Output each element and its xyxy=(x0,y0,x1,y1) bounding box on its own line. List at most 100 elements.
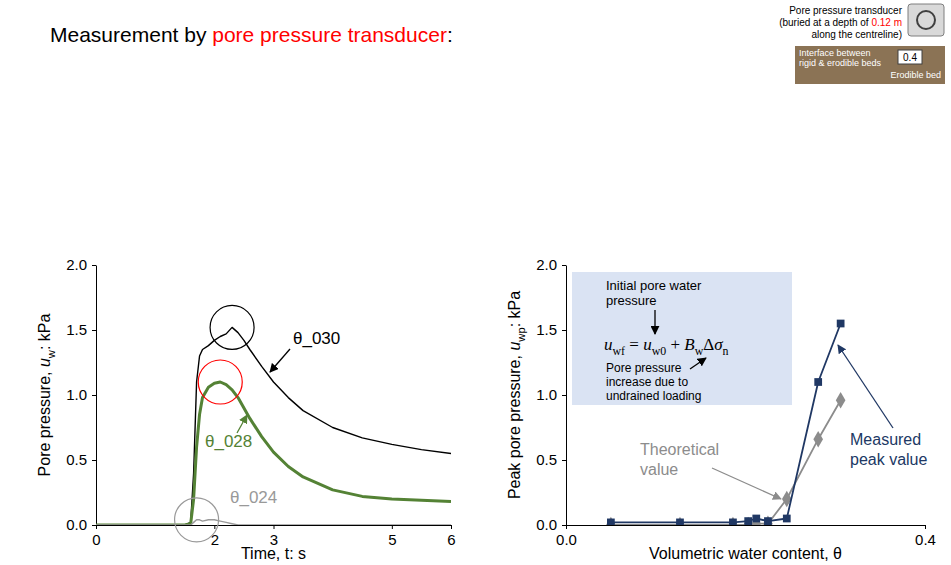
series-marker xyxy=(763,515,773,525)
series-marker xyxy=(675,517,685,525)
text-part: u xyxy=(604,335,613,354)
y-axis: 0.0 0.5 1.0 1.5 2.0 xyxy=(536,256,566,533)
arrow xyxy=(712,468,781,499)
chart-panel: 023560.00.51.01.52.0Time, t: sPore press… xyxy=(36,256,456,562)
arrow xyxy=(654,310,655,334)
tick-label: 0.4 xyxy=(915,531,936,548)
tick-label: 1.0 xyxy=(66,386,87,403)
tick-label: 2 xyxy=(211,531,219,548)
series-marker xyxy=(743,517,753,525)
tick: 2.0 xyxy=(66,256,96,273)
tick-label: 0.0 xyxy=(556,531,577,548)
peak-circle xyxy=(210,305,254,349)
tick: 2.0 xyxy=(536,256,566,273)
heading-part: Measurement by xyxy=(50,23,212,46)
tick-mark xyxy=(562,265,566,266)
formula-box: Initial pore waterpressureuwf = uw0 + Bw… xyxy=(572,272,792,405)
photo-icon xyxy=(908,4,944,36)
tick: 0 xyxy=(92,525,100,548)
photo-icon-sensor xyxy=(917,11,935,29)
text-line: Pore pressure xyxy=(606,361,682,375)
note-part: along the centreline) xyxy=(811,29,902,40)
text-line: pressure xyxy=(606,293,657,308)
chart-panel: 0.0 0.4 0.0 0.5 1.0 1.5 2.0 Volumetric water co… xyxy=(506,256,936,562)
text-part: u xyxy=(506,342,523,351)
series-label: θ_028 xyxy=(205,432,252,451)
heading-part: pore pressure transducer xyxy=(212,23,447,46)
tick-mark xyxy=(562,525,566,526)
series-marker xyxy=(783,515,791,523)
tick: 0.4 xyxy=(915,525,936,548)
note-part: 0.12 m xyxy=(871,17,902,28)
inset-label: 0.4 xyxy=(903,52,917,63)
peak-circle xyxy=(198,360,242,404)
annotations: Initial pore waterpressureuwf = uw0 + Bw… xyxy=(572,272,927,499)
text-part: : kPa xyxy=(506,291,523,328)
series-line xyxy=(96,327,451,525)
text-part: u xyxy=(643,335,652,354)
series-marker xyxy=(836,392,846,409)
text-part: = xyxy=(625,335,643,354)
series-label: Measuredpeak value xyxy=(850,431,927,468)
plot-area xyxy=(606,320,845,525)
text-line: undrained loading xyxy=(606,389,701,403)
text-line: Interface between xyxy=(799,48,871,58)
tick: 1.0 xyxy=(66,386,96,403)
text-line: rigid & erodible beds xyxy=(799,58,882,68)
inset-box xyxy=(898,50,922,64)
formula-box-bg xyxy=(572,272,792,405)
axis-line xyxy=(567,525,926,526)
chart-root: Measurement by pore pressure transducer:… xyxy=(0,0,951,565)
series-marker xyxy=(744,517,752,525)
tick-label: 1.5 xyxy=(536,321,557,338)
text-part: Peak pore pressure, xyxy=(506,351,523,500)
tick-label: 0.0 xyxy=(536,516,557,533)
text-line: increase due to xyxy=(606,375,688,389)
tick-mark xyxy=(92,330,96,331)
text-line: value xyxy=(640,461,678,478)
tick-label: 2.0 xyxy=(536,256,557,273)
arrow xyxy=(838,345,893,428)
tick-label: 2.0 xyxy=(66,256,87,273)
tick-mark xyxy=(92,395,96,396)
slide-canvas: Measurement by pore pressure transducer:… xyxy=(0,0,951,565)
text-line: Theoretical xyxy=(640,441,719,458)
y-axis: 0.00.51.01.52.0 xyxy=(66,256,96,533)
tick: 6 xyxy=(447,525,455,548)
tick-mark xyxy=(451,525,452,529)
tick: 0.0 xyxy=(66,516,96,533)
note-part: (buried at a depth of xyxy=(779,17,871,28)
tick: 1.0 xyxy=(536,386,566,403)
x-axis-title: Volumetric water content, θ xyxy=(649,545,842,562)
text-part: B xyxy=(684,335,695,354)
axis-line xyxy=(566,266,567,526)
tick: 0.5 xyxy=(536,451,566,468)
text-part: : kPa xyxy=(36,313,53,350)
formula: uwf = uw0 + BwΔσn xyxy=(604,335,729,358)
tick: 0.0 xyxy=(556,525,577,548)
text-subscript: w0 xyxy=(652,344,667,358)
tick-label: 0.5 xyxy=(66,451,87,468)
series-label: θ_030 xyxy=(293,329,340,348)
tick-label: 0.0 xyxy=(66,516,87,533)
tick-mark xyxy=(566,525,567,529)
arrow xyxy=(270,349,290,372)
tick-mark xyxy=(92,460,96,461)
series-marker xyxy=(728,517,738,525)
photo-strip xyxy=(795,46,945,84)
series-label: Theoretical value xyxy=(640,441,719,478)
series-marker xyxy=(729,519,737,525)
tick-mark xyxy=(562,460,566,461)
tick-label: 6 xyxy=(447,531,455,548)
axis-line xyxy=(96,266,97,526)
inset-caption: Pore pressure transducer xyxy=(789,5,903,16)
inset-note: (buried at a depth of 0.12 malong the ce… xyxy=(779,17,902,40)
series-line xyxy=(96,382,451,525)
tick-mark xyxy=(274,525,275,529)
series-line xyxy=(611,400,841,525)
tick-mark xyxy=(925,525,926,529)
text-part: + xyxy=(666,335,684,354)
text-line: peak value xyxy=(850,451,927,468)
text-subscript: wf xyxy=(613,344,626,358)
inset-photo: Pore pressure transducer(buried at a dep… xyxy=(779,4,945,84)
